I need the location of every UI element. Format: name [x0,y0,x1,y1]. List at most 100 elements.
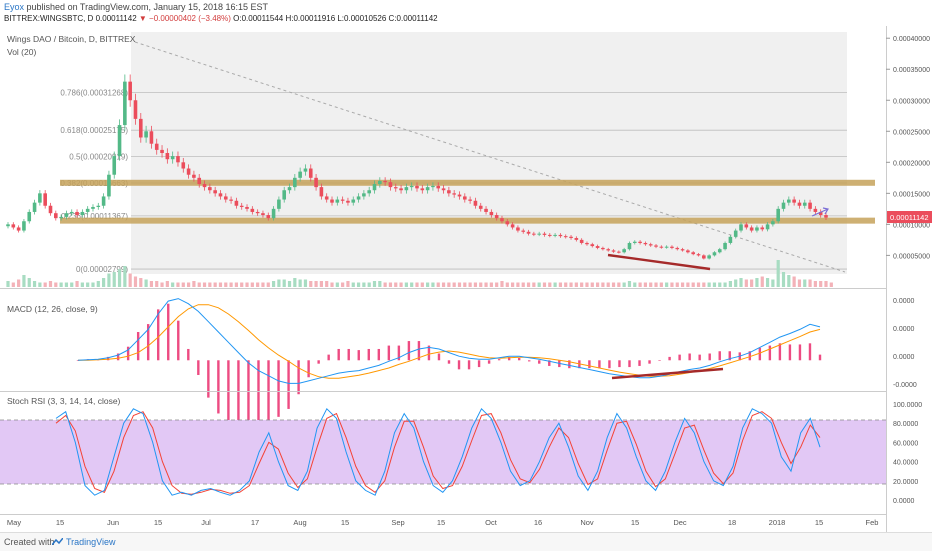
volume-bar [447,282,451,287]
candle-body [808,202,812,209]
volume-label: Vol (20) [7,47,36,57]
candle-body [818,211,823,216]
volume-bar [670,282,674,287]
volume-bar [32,281,37,287]
volume-bar [261,282,265,287]
time-axis-label: 15 [815,518,823,527]
chart-svg[interactable]: 0.786(0.00031268) 0.618(0.00025175) 0.5(0.… [0,26,932,532]
macd-histogram-bar [798,344,802,361]
candle-body [489,211,494,216]
macd-histogram-bar [497,359,501,361]
volume-bar [813,281,817,287]
candle-body [404,187,409,191]
candle-body [181,162,186,169]
candle-body [425,187,430,191]
macd-histogram-bar [357,350,360,361]
macd-histogram-bar [728,351,731,361]
macd-histogram-bar [146,324,150,361]
candle-body [447,190,451,194]
volume-bar [611,282,616,287]
candle-body [91,206,95,209]
macd-histogram-bar [598,360,601,369]
volume-bar [59,282,63,287]
volume-bar [564,282,568,287]
volume-bar [314,281,318,287]
price-pane[interactable]: 0.786(0.00031268) 0.618(0.00025175) 0.5(0.… [0,26,886,288]
candle-body [346,200,350,203]
volume-bar [75,281,79,287]
candle-body [409,185,414,188]
volume-bar [22,275,26,287]
candle-body [298,171,302,178]
macd-histogram-bar [668,356,671,361]
stoch-rsi-pane[interactable]: Stoch RSI (3, 3, 14, 14, close) [0,396,886,496]
candle-body [526,231,531,234]
volume-bar [181,282,185,287]
time-axis-label: Dec [673,518,687,527]
volume-bar [298,279,302,287]
macd-histogram-bar [778,343,782,361]
volume-bar [542,282,547,287]
candle-body [601,247,605,250]
volume-bar [776,260,780,287]
tradingview-logo-icon [52,538,63,545]
candle-body [675,247,680,250]
volume-bar [171,282,175,287]
macd-histogram-bar [116,353,120,361]
macd-histogram-bar [507,356,511,361]
candle-body [792,199,796,203]
time-axis-label: 15 [437,518,445,527]
candle-body [234,200,239,206]
candle-body [505,221,510,225]
macd-histogram-bar [658,360,661,361]
macd-histogram-bar [136,332,140,361]
volume-bar [765,278,770,287]
candle-body [362,193,366,197]
volume-bar [431,282,435,287]
volume-bar [516,282,520,287]
volume-bar [686,282,690,287]
stoch-rsi-band-fill [0,420,886,484]
macd-histogram-bar [568,360,571,369]
candle-body [585,242,589,245]
volume-bar [463,282,467,287]
macd-histogram-bar [297,360,300,395]
macd-histogram-bar [648,360,651,364]
candle-body [117,125,122,157]
candle-body [787,199,791,203]
price-axis-label: 0.00040000 [893,36,930,43]
macd-pane[interactable]: MACD (12, 26, close, 9) [7,298,822,432]
volume-bar [293,278,297,287]
stoch-axis-label: 100.0000 [893,402,922,409]
macd-histogram-bar [538,360,541,364]
macd-histogram-bar [748,351,752,361]
author-link[interactable]: Eyox [4,2,25,12]
volume-bar [532,282,536,287]
candle-body [128,81,132,101]
volume-bar [622,282,626,287]
tradingview-link[interactable]: TradingView [66,537,116,547]
candle-body [250,208,255,212]
volume-bar [394,282,398,287]
volume-bar [277,279,281,287]
candle-body [383,180,387,183]
candle-body [261,213,265,216]
fib-level-label: 0.618(0.00025175) [60,126,128,135]
macd-histogram-bar [197,360,200,375]
volume-bar [197,282,201,287]
volume-bar [750,279,754,287]
candle-body [659,246,664,248]
volume-bar [436,282,440,287]
macd-histogram-bar [698,354,701,361]
volume-bar [6,281,10,287]
candle-body [287,187,292,191]
candle-body [80,211,85,216]
volume-bar [165,281,169,287]
candle-body [627,242,632,250]
volume-bar [457,282,462,287]
volume-bar [739,278,743,287]
volume-bar [803,279,807,287]
candle-body [537,233,541,235]
candle-body [59,216,63,219]
candle-body [48,205,53,214]
